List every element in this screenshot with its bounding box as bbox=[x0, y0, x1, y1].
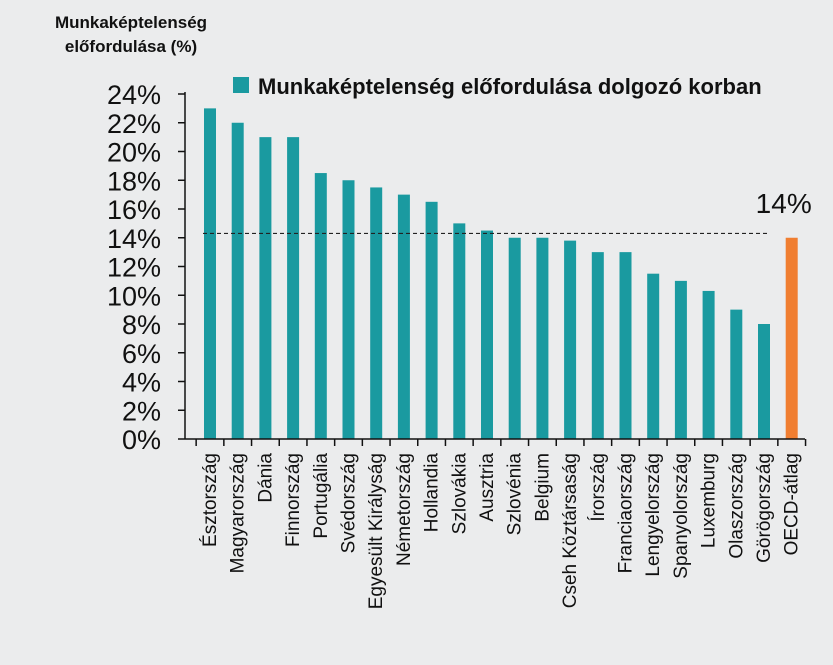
x-tick-label: Spanyolország bbox=[671, 453, 692, 579]
y-tick-label: 14% bbox=[107, 224, 161, 254]
y-tick-label: 16% bbox=[107, 195, 161, 225]
average-line-group: 14% bbox=[203, 188, 812, 235]
bar bbox=[758, 324, 770, 439]
x-tick-label: Luxemburg bbox=[699, 453, 720, 548]
bar bbox=[314, 173, 327, 439]
y-tick-label: 2% bbox=[122, 396, 161, 426]
bar bbox=[204, 108, 216, 439]
bar bbox=[674, 280, 687, 439]
x-tick-label: Egyesült Királyság bbox=[366, 453, 387, 609]
bar bbox=[425, 201, 438, 439]
y-tick-label: 8% bbox=[122, 310, 161, 340]
bar bbox=[481, 230, 493, 439]
bar bbox=[342, 180, 355, 439]
x-tick-label: Írország bbox=[588, 453, 609, 522]
y-tick-label: 18% bbox=[107, 166, 161, 196]
x-tick-label: Magyarország bbox=[228, 453, 249, 573]
bar bbox=[453, 223, 466, 439]
x-tick-label: Szlovákia bbox=[449, 453, 470, 535]
x-tick-label: OECD-átlag bbox=[782, 453, 803, 555]
y-tick-label: 0% bbox=[122, 425, 161, 455]
x-tick-label: Szlovénia bbox=[505, 453, 526, 536]
y-tick-label: 4% bbox=[122, 368, 161, 398]
y-axis-title-line-2: előfordulása (%) bbox=[65, 37, 197, 56]
average-label: 14% bbox=[756, 188, 812, 219]
x-tick-label: Olaszország bbox=[726, 453, 747, 559]
bar-highlight bbox=[785, 237, 798, 439]
bar bbox=[619, 252, 632, 439]
x-tick-label: Görögország bbox=[754, 453, 775, 563]
y-axis: 0%2%4%6%8%10%12%14%16%18%20%22%24% bbox=[107, 80, 186, 455]
x-tick-label: Cseh Köztársaság bbox=[560, 453, 581, 608]
x-tick-label: Lengyelország bbox=[643, 453, 664, 577]
y-tick-label: 10% bbox=[107, 281, 161, 311]
bar bbox=[591, 252, 604, 439]
bar bbox=[508, 237, 521, 439]
bar bbox=[287, 137, 300, 439]
x-tick-label: Franciaország bbox=[616, 453, 637, 573]
bar bbox=[370, 187, 383, 439]
x-tick-label: Németország bbox=[394, 453, 415, 566]
bar bbox=[231, 122, 244, 439]
bar bbox=[647, 273, 660, 439]
y-axis-title-line-1: Munkaképtelenség bbox=[55, 13, 207, 32]
bar bbox=[730, 309, 743, 439]
bar bbox=[397, 194, 410, 439]
x-axis: Észtország Magyarország Dánia Finnország Por… bbox=[185, 438, 807, 609]
x-tick-label: Svédország bbox=[339, 453, 360, 553]
x-tick-label: Észtország bbox=[200, 453, 221, 547]
bar bbox=[536, 237, 549, 439]
y-tick-label: 12% bbox=[107, 253, 161, 283]
x-tick-label: Hollandia bbox=[422, 453, 443, 533]
bar bbox=[702, 290, 715, 439]
x-tick-label: Belgium bbox=[532, 453, 553, 522]
x-tick-label: Finnország bbox=[283, 453, 304, 547]
x-tick-label: Dánia bbox=[255, 453, 276, 503]
x-tick-label: Ausztria bbox=[477, 453, 498, 522]
legend-swatch bbox=[233, 77, 249, 93]
y-tick-label: 20% bbox=[107, 138, 161, 168]
y-tick-label: 22% bbox=[107, 109, 161, 139]
legend-label: Munkaképtelenség előfordulása dolgozó ko… bbox=[258, 74, 762, 99]
y-tick-label: 24% bbox=[107, 80, 161, 110]
bars bbox=[204, 108, 798, 439]
bar bbox=[259, 137, 272, 439]
y-tick-label: 6% bbox=[122, 339, 161, 369]
x-tick-label: Portugália bbox=[311, 453, 332, 539]
bar bbox=[564, 240, 577, 439]
